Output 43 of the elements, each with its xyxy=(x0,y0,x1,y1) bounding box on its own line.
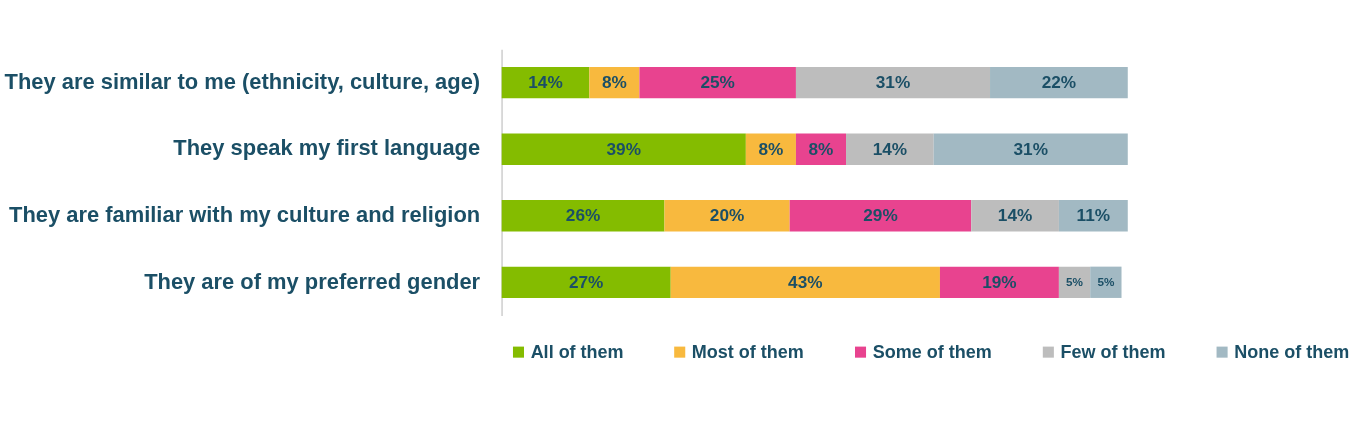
data-label: 8% xyxy=(808,138,834,159)
bar xyxy=(501,200,665,232)
bar xyxy=(990,67,1128,99)
bar xyxy=(933,133,1128,165)
data-label: 39% xyxy=(606,138,641,159)
data-label: 8% xyxy=(758,138,784,159)
legend-label: Some of them xyxy=(872,341,992,362)
legend-label: All of them xyxy=(530,341,624,362)
bar xyxy=(789,200,972,232)
bar xyxy=(795,67,991,99)
legend-label: Few of them xyxy=(1060,341,1166,362)
y-tick-label: They are of my preferred gender xyxy=(144,268,481,294)
bar xyxy=(501,266,671,298)
data-label: 26% xyxy=(565,205,601,226)
legend-label: Most of them xyxy=(691,341,804,362)
data-label: 14% xyxy=(528,72,563,93)
y-tick-label: They are familiar with my culture and religion xyxy=(9,202,481,228)
data-label: 25% xyxy=(700,72,735,93)
data-label: 14% xyxy=(872,138,908,159)
data-label: 19% xyxy=(982,271,1017,292)
data-label: 31% xyxy=(875,72,911,93)
bar xyxy=(939,266,1059,298)
data-label: 43% xyxy=(788,271,823,292)
bar xyxy=(971,200,1059,232)
bar xyxy=(846,133,934,165)
data-label: 8% xyxy=(601,72,627,93)
data-label: 31% xyxy=(1013,138,1048,159)
data-label: 27% xyxy=(568,271,604,292)
bar xyxy=(501,133,746,165)
y-tick-label: They are similar to me (ethnicity, culture, age) xyxy=(4,68,481,94)
legend-label: None of them xyxy=(1234,341,1350,362)
data-label: 5% xyxy=(1097,275,1115,289)
bar xyxy=(639,67,796,99)
bar xyxy=(664,200,790,232)
data-label: 22% xyxy=(1041,72,1077,93)
bar xyxy=(1090,266,1122,298)
bar xyxy=(670,266,940,298)
y-tick-label: They speak my first language xyxy=(173,135,481,161)
data-label: 20% xyxy=(709,205,745,226)
data-label: 29% xyxy=(863,205,898,226)
data-label: 11% xyxy=(1076,205,1111,226)
data-label: 5% xyxy=(1066,275,1084,289)
data-label: 14% xyxy=(997,205,1033,226)
